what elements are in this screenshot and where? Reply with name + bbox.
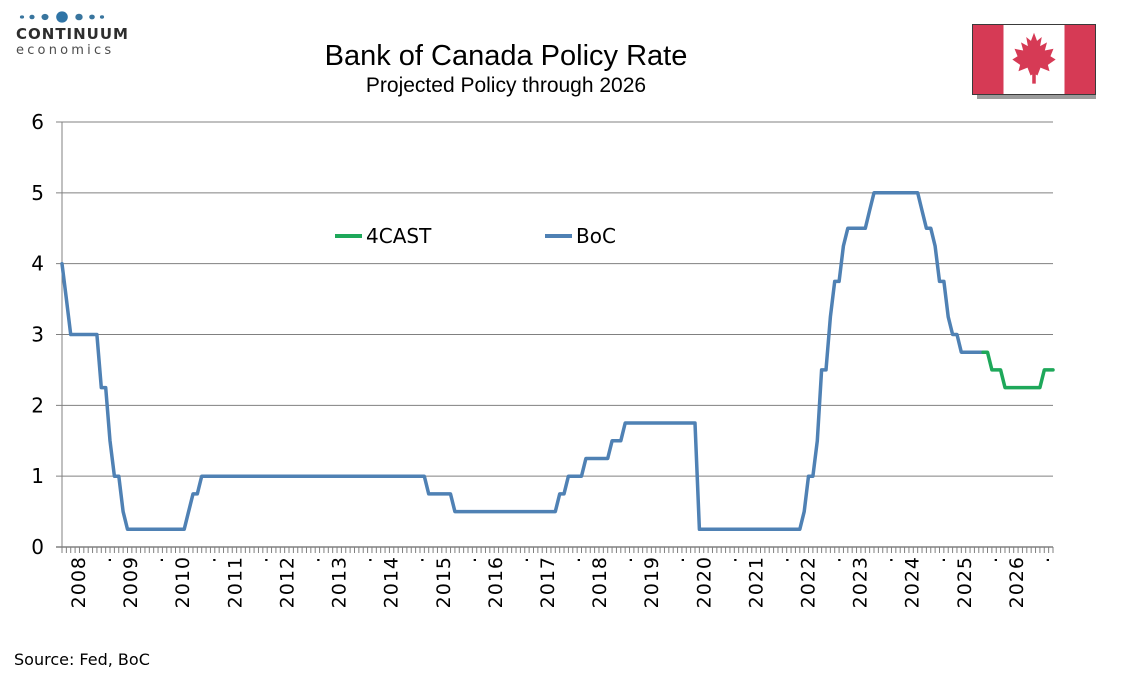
x-tick-label: 2023 bbox=[850, 556, 872, 608]
x-tick-label: 2012 bbox=[276, 556, 298, 608]
x-tick-label: . bbox=[407, 556, 429, 563]
x-tick-label: 2022 bbox=[798, 556, 820, 608]
series-4cast bbox=[981, 350, 1055, 390]
title-block: Bank of Canada Policy Rate Projected Pol… bbox=[206, 40, 806, 99]
canada-flag-icon bbox=[972, 24, 1096, 95]
x-tick-label: . bbox=[615, 556, 637, 563]
continuum-logo: CONTINUUM economics bbox=[16, 8, 136, 58]
x-tick-label: 2011 bbox=[224, 556, 246, 608]
x-tick-label: 2026 bbox=[1006, 556, 1028, 608]
x-tick-label: . bbox=[772, 556, 794, 563]
logo-wordmark: CONTINUUM bbox=[16, 25, 129, 43]
x-tick-label: . bbox=[1032, 556, 1054, 563]
x-tick-label: 2016 bbox=[485, 556, 507, 608]
x-tick-label: . bbox=[980, 556, 1002, 563]
y-tick-label: 6 bbox=[31, 110, 44, 134]
x-tick-label: . bbox=[250, 556, 272, 563]
x-tick-label: 2013 bbox=[329, 556, 351, 608]
x-tick-label: 2014 bbox=[381, 556, 403, 608]
y-tick-label: 4 bbox=[31, 252, 44, 276]
x-tick-label: 2021 bbox=[745, 556, 767, 608]
x-tick-label: . bbox=[146, 556, 168, 563]
x-tick-label: . bbox=[459, 556, 481, 563]
x-tick-label: . bbox=[824, 556, 846, 563]
x-tick-label: . bbox=[928, 556, 950, 563]
x-tick-label: . bbox=[563, 556, 585, 563]
x-tick-label: . bbox=[355, 556, 377, 563]
logo-subtext: economics bbox=[16, 42, 115, 58]
x-tick-label: 2017 bbox=[537, 556, 559, 608]
y-tick-label: 5 bbox=[31, 181, 44, 205]
x-tick-label: . bbox=[94, 556, 116, 563]
x-tick-label: 2024 bbox=[902, 556, 924, 608]
maple-leaf bbox=[1012, 32, 1056, 84]
x-tick-label: . bbox=[303, 556, 325, 563]
legend-swatch-boc bbox=[545, 234, 572, 238]
x-tick-label: 2020 bbox=[693, 556, 715, 608]
x-tick-label: 2008 bbox=[68, 556, 90, 608]
x-tick-label: . bbox=[511, 556, 533, 563]
y-tick-label: 0 bbox=[31, 535, 44, 559]
x-tick-label: . bbox=[667, 556, 689, 563]
x-tick-label: 2019 bbox=[641, 556, 663, 608]
legend-label-boc: BoC bbox=[576, 224, 616, 248]
legend-item-boc: BoC bbox=[545, 224, 616, 248]
y-tick-label: 2 bbox=[31, 393, 44, 417]
x-tick-label: 2025 bbox=[954, 556, 976, 608]
x-tick-label: . bbox=[198, 556, 220, 563]
series-boc bbox=[60, 191, 985, 532]
logo-dots-icon bbox=[19, 11, 105, 23]
x-tick-label: 2015 bbox=[433, 556, 455, 608]
legend-label-4cast: 4CAST bbox=[366, 224, 432, 248]
x-tick-label: 2018 bbox=[589, 556, 611, 608]
flag-shadow bbox=[977, 95, 1096, 99]
legend-swatch-4cast bbox=[335, 234, 362, 238]
x-tick-label: . bbox=[719, 556, 741, 563]
y-tick-label: 3 bbox=[31, 323, 44, 347]
legend-item-4cast: 4CAST bbox=[335, 224, 431, 248]
x-tick-label: 2009 bbox=[120, 556, 142, 608]
chart-title: Bank of Canada Policy Rate bbox=[324, 40, 688, 72]
chart-subtitle: Projected Policy through 2026 bbox=[365, 74, 647, 98]
x-tick-label: . bbox=[876, 556, 898, 563]
source-note: Source: Fed, BoC bbox=[14, 650, 150, 669]
y-tick-label: 1 bbox=[31, 464, 44, 488]
x-tick-label: 2010 bbox=[172, 556, 194, 608]
